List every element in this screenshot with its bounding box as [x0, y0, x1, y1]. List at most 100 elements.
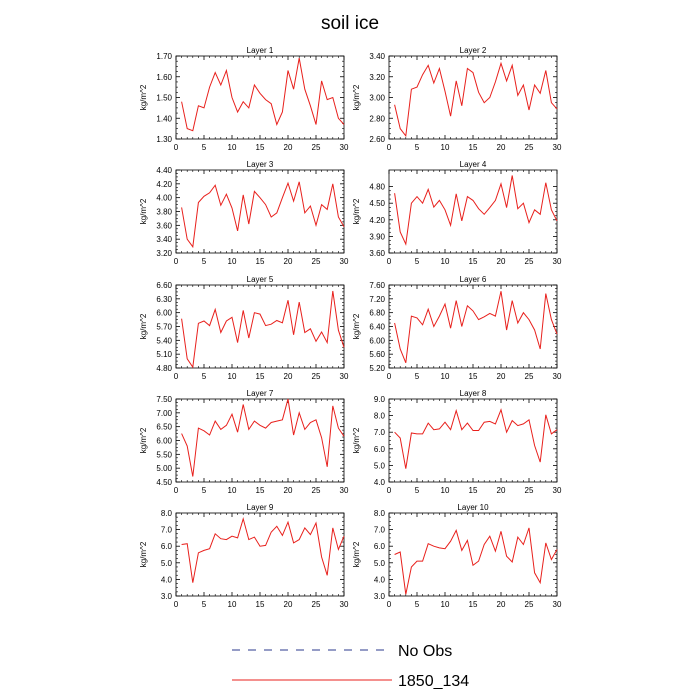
x-tick-label: 20 — [497, 486, 506, 495]
x-tick-label: 10 — [441, 600, 450, 609]
panel-title: Layer 8 — [460, 389, 487, 398]
y-tick-label: 8.0 — [374, 509, 386, 518]
y-tick-label: 4.40 — [156, 166, 172, 175]
figure-title: soil ice — [321, 13, 379, 34]
y-tick-label: 4.80 — [369, 183, 385, 192]
x-tick-label: 25 — [312, 600, 321, 609]
x-tick-label: 0 — [174, 486, 179, 495]
plot-frame — [175, 284, 345, 369]
y-tick-label: 1.50 — [156, 94, 172, 103]
x-tick-label: 0 — [174, 372, 179, 381]
x-tick-label: 15 — [469, 257, 478, 266]
panel-title: Layer 10 — [457, 503, 489, 512]
y-tick-label: 4.20 — [369, 216, 385, 225]
x-tick-label: 10 — [228, 600, 237, 609]
x-tick-label: 20 — [497, 600, 506, 609]
x-tick-label: 20 — [284, 372, 293, 381]
y-axis-label: kg/m^2 — [352, 313, 361, 339]
x-tick-label: 20 — [284, 600, 293, 609]
y-tick-label: 6.0 — [161, 542, 173, 551]
y-tick-label: 5.10 — [156, 350, 172, 359]
x-tick-label: 10 — [441, 372, 450, 381]
x-tick-label: 10 — [228, 486, 237, 495]
x-tick-label: 10 — [441, 257, 450, 266]
y-tick-label: 5.20 — [369, 364, 385, 373]
y-axis-label: kg/m^2 — [352, 198, 361, 224]
y-tick-label: 5.0 — [374, 559, 386, 568]
plot-frame — [388, 169, 558, 254]
y-tick-label: 6.00 — [156, 309, 172, 318]
x-tick-label: 30 — [340, 372, 349, 381]
x-tick-label: 10 — [228, 257, 237, 266]
x-tick-label: 25 — [525, 600, 534, 609]
y-tick-label: 2.80 — [369, 114, 385, 123]
y-tick-label: 4.0 — [374, 575, 386, 584]
y-tick-label: 6.80 — [369, 309, 385, 318]
y-tick-label: 5.0 — [374, 461, 386, 470]
y-axis-label: kg/m^2 — [352, 541, 361, 567]
panel-title: Layer 4 — [460, 160, 487, 169]
x-tick-label: 20 — [284, 486, 293, 495]
x-tick-label: 25 — [312, 257, 321, 266]
x-tick-label: 0 — [174, 257, 179, 266]
panels: Layer 1 kg/m^2 0 5 10 15 20 25 30 1.30 1.40 1.50 1.6… — [139, 46, 562, 609]
y-tick-label: 4.50 — [156, 478, 172, 487]
panel-title: Layer 6 — [460, 275, 487, 284]
y-tick-label: 6.40 — [369, 323, 385, 332]
y-tick-label: 7.60 — [369, 281, 385, 290]
x-tick-label: 0 — [387, 486, 392, 495]
y-tick-label: 3.40 — [156, 235, 172, 244]
x-tick-label: 30 — [340, 600, 349, 609]
y-tick-label: 6.00 — [156, 437, 172, 446]
y-tick-label: 7.0 — [161, 526, 173, 535]
y-tick-label: 1.70 — [156, 52, 172, 61]
panel-6: Layer 6 kg/m^2 0 5 10 15 20 25 30 5.20 5.60 6.00 6.4… — [352, 275, 562, 381]
x-tick-label: 25 — [312, 143, 321, 152]
plot-frame — [388, 398, 558, 483]
y-tick-label: 8.0 — [161, 509, 173, 518]
y-tick-label: 4.50 — [369, 199, 385, 208]
y-axis-label: kg/m^2 — [352, 84, 361, 110]
y-tick-label: 4.0 — [161, 575, 173, 584]
y-axis-label: kg/m^2 — [139, 84, 148, 110]
y-tick-label: 7.0 — [374, 428, 386, 437]
panel-10: Layer 10 kg/m^2 0 5 10 15 20 25 30 3.0 4.0 5.0 6.0 7.… — [352, 503, 562, 609]
panel-8: Layer 8 kg/m^2 0 5 10 15 20 25 30 4.0 5.0 6.0 7.0 8.0… — [352, 389, 562, 495]
plot-frame — [175, 512, 345, 597]
x-tick-label: 20 — [284, 257, 293, 266]
legend: No Obs 1850_134 — [232, 643, 469, 690]
panel-4: Layer 4 kg/m^2 0 5 10 15 20 25 30 3.60 3.90 4.20 4.5… — [352, 160, 562, 266]
x-tick-label: 30 — [340, 257, 349, 266]
y-axis-label: kg/m^2 — [139, 541, 148, 567]
panel-title: Layer 9 — [247, 503, 274, 512]
y-tick-label: 6.60 — [156, 281, 172, 290]
x-tick-label: 10 — [228, 143, 237, 152]
x-tick-label: 30 — [553, 257, 562, 266]
x-tick-label: 25 — [525, 486, 534, 495]
y-tick-label: 1.30 — [156, 135, 172, 144]
y-axis-label: kg/m^2 — [139, 427, 148, 453]
x-tick-label: 5 — [415, 257, 420, 266]
x-tick-label: 20 — [284, 143, 293, 152]
x-tick-label: 30 — [553, 143, 562, 152]
y-tick-label: 3.20 — [369, 73, 385, 82]
y-tick-label: 7.00 — [156, 409, 172, 418]
x-tick-label: 20 — [497, 372, 506, 381]
y-tick-label: 6.30 — [156, 295, 172, 304]
x-tick-label: 10 — [441, 143, 450, 152]
x-tick-label: 25 — [525, 143, 534, 152]
plot-frame — [175, 398, 345, 483]
panel-5: Layer 5 kg/m^2 0 5 10 15 20 25 30 4.80 5.10 5.40 5.7… — [139, 275, 349, 381]
plot-frame — [388, 512, 558, 597]
series-line-1 — [394, 291, 558, 363]
y-tick-label: 5.70 — [156, 323, 172, 332]
x-tick-label: 5 — [202, 143, 207, 152]
x-tick-label: 15 — [469, 486, 478, 495]
x-tick-label: 5 — [202, 372, 207, 381]
x-tick-label: 15 — [469, 143, 478, 152]
y-tick-label: 3.80 — [156, 208, 172, 217]
x-tick-label: 5 — [202, 486, 207, 495]
y-axis-label: kg/m^2 — [352, 427, 361, 453]
x-tick-label: 25 — [525, 257, 534, 266]
